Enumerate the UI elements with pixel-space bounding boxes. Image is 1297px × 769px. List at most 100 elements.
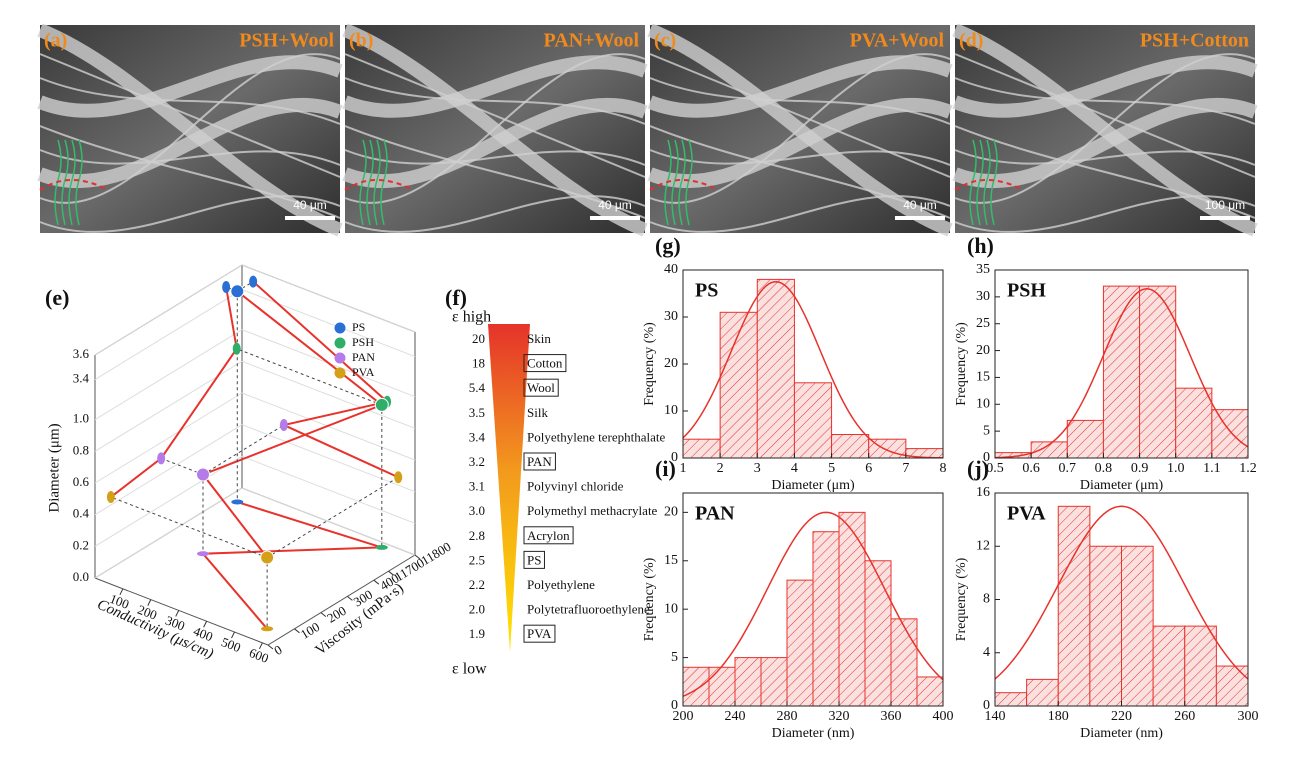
x-tick-label: 1.1 xyxy=(1203,461,1221,476)
bar xyxy=(1152,625,1186,707)
grid-line xyxy=(241,360,416,429)
fiber xyxy=(647,98,953,188)
x-tick-label: 0.6 xyxy=(1022,461,1040,476)
legend-label: PVA xyxy=(352,365,375,379)
legend-label: PS xyxy=(352,320,365,334)
fiber xyxy=(37,23,343,237)
name-box xyxy=(523,550,545,569)
row-value: 3.1 xyxy=(469,479,485,494)
y-tick-label: 30 xyxy=(976,289,990,304)
y-tick-label: 35 xyxy=(976,262,990,277)
y-tick-label: 10 xyxy=(664,403,678,418)
fiber xyxy=(649,149,951,166)
panel-label: (e) xyxy=(45,285,69,310)
name-box xyxy=(523,354,567,373)
legend-label: PAN xyxy=(352,350,375,364)
fiber xyxy=(952,98,1258,188)
x-tick-label: 0.8 xyxy=(1095,461,1113,476)
y-tick-label: 1.0 xyxy=(73,411,89,426)
plot-frame xyxy=(994,269,1249,459)
bar xyxy=(1102,285,1141,459)
bar xyxy=(682,666,710,707)
panel-title: PSH+Cotton xyxy=(1140,30,1249,52)
y-tick-label: 10 xyxy=(976,397,990,412)
row-value: 20 xyxy=(472,331,485,346)
fiber xyxy=(649,77,951,125)
y-tick-label: 0 xyxy=(983,698,990,713)
fiber xyxy=(39,195,341,233)
scale-bar xyxy=(895,216,945,220)
tick-mark xyxy=(119,588,124,596)
floor-point xyxy=(197,551,210,557)
bar xyxy=(1215,665,1249,707)
x-tick-label: 220 xyxy=(1111,709,1132,724)
x-tick-label: 1.0 xyxy=(1167,461,1185,476)
row-value: 3.4 xyxy=(469,429,486,444)
point xyxy=(230,284,245,299)
chart-title: PSH xyxy=(1007,280,1046,302)
row-name: Skin xyxy=(527,331,551,346)
grid-line xyxy=(241,264,416,333)
grid-line xyxy=(94,487,243,579)
yarn-icon xyxy=(68,139,76,226)
fiber xyxy=(39,53,341,204)
panel-label: (g) xyxy=(655,233,681,258)
grid-line xyxy=(241,289,416,357)
tick-mark xyxy=(294,628,300,634)
y-tick-label: 25 xyxy=(976,316,990,331)
y-tick-label: 30 xyxy=(664,309,678,324)
projection-line xyxy=(110,286,238,498)
y-tick-label: 3.4 xyxy=(73,371,90,386)
panel-title: PVA+Wool xyxy=(850,30,945,52)
x-tick-label: 140 xyxy=(985,709,1006,724)
tick-mark xyxy=(175,610,180,617)
y-tick-label: 0.0 xyxy=(73,569,89,584)
x-tick-label: 100 xyxy=(108,591,132,612)
point xyxy=(374,397,389,412)
bar xyxy=(1211,409,1249,459)
floor-point xyxy=(231,499,244,505)
yarn-icon xyxy=(983,139,991,226)
bar xyxy=(786,579,814,707)
drop-line xyxy=(236,348,382,406)
panel-label: (f) xyxy=(445,285,467,310)
tick-mark xyxy=(414,554,421,560)
grid-line xyxy=(94,264,243,356)
y-tick-label: 15 xyxy=(664,553,678,568)
fiber xyxy=(342,55,648,118)
name-box xyxy=(523,378,559,397)
wall-point xyxy=(279,419,288,432)
point xyxy=(260,550,275,565)
x-axis-title: Diameter (μm) xyxy=(771,478,855,493)
point xyxy=(196,467,211,482)
y-tick-label: 0.8 xyxy=(73,442,89,457)
bar xyxy=(734,657,762,707)
panel-label: (j) xyxy=(967,456,989,481)
z-tick-label: 0 xyxy=(271,642,284,658)
y-tick-label: 15 xyxy=(976,370,990,385)
fiber xyxy=(954,195,1256,233)
x-tick-label: 4 xyxy=(791,461,798,476)
panel-label: (h) xyxy=(967,233,994,258)
bar xyxy=(1066,419,1104,459)
grid-line xyxy=(94,424,243,516)
row-value: 2.0 xyxy=(469,602,485,617)
row-name: PVA xyxy=(527,626,552,641)
row-name: PAN xyxy=(527,454,552,469)
fiber xyxy=(649,53,951,204)
z-tick-label: 100 xyxy=(298,619,322,642)
fit-curve xyxy=(683,281,943,458)
row-value: 1.9 xyxy=(469,626,485,641)
x-axis-title: Diameter (nm) xyxy=(772,726,855,741)
grid-line xyxy=(94,455,243,547)
x-tick-label: 1 xyxy=(680,461,687,476)
row-name: Silk xyxy=(527,405,548,420)
row-value: 3.5 xyxy=(469,405,485,420)
y-tick-label: 3.6 xyxy=(73,346,90,361)
yarn-arc xyxy=(39,179,109,191)
fiber xyxy=(649,53,951,178)
row-name: Polyethylene terephthalate xyxy=(527,429,665,444)
legend-label: PSH xyxy=(352,335,374,349)
row-value: 2.5 xyxy=(469,552,485,567)
y-tick-label: 20 xyxy=(976,343,990,358)
